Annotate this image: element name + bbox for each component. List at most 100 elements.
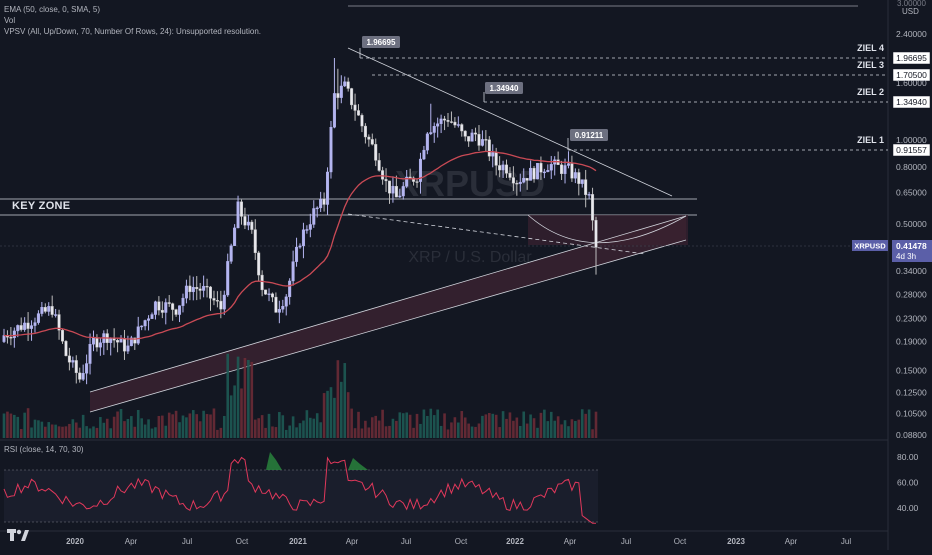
candle-body — [253, 229, 257, 254]
candle-body — [515, 182, 519, 185]
volume-bar — [174, 410, 178, 438]
candle-body — [270, 293, 274, 298]
volume-bar — [543, 409, 546, 438]
volume-bar — [185, 417, 188, 438]
support-dashed-line — [347, 213, 646, 255]
candle-body — [16, 325, 20, 332]
volume-bar — [529, 414, 532, 438]
volume-bar — [195, 414, 199, 438]
candle-body — [64, 340, 68, 357]
volume-bar — [505, 418, 508, 438]
price-tick-label: 0.12500 — [896, 387, 927, 397]
candle-body — [535, 162, 539, 180]
descending-trendline — [347, 47, 673, 197]
candle-body — [418, 158, 422, 182]
vol-legend[interactable]: Vol — [4, 16, 16, 25]
tradingview-logo-icon[interactable] — [6, 527, 30, 543]
volume-bar — [105, 418, 109, 438]
candle-body — [239, 201, 243, 217]
candle-body — [456, 124, 460, 126]
rsi-tick-label: 80.00 — [897, 452, 919, 462]
candle-body — [505, 164, 509, 174]
volume-bar — [99, 417, 102, 438]
key-zone-label: KEY ZONE — [12, 200, 71, 212]
trend-lines — [347, 47, 673, 255]
volume-bar — [419, 423, 422, 438]
candle-body — [250, 221, 254, 230]
time-tick-label: Oct — [455, 537, 468, 546]
candle-body — [291, 261, 295, 282]
candle-body — [133, 337, 137, 344]
volume-bar — [130, 416, 133, 438]
target-price-label: 1.70500 — [896, 70, 927, 80]
candle-body — [353, 104, 357, 111]
price-tick-label: 0.08800 — [896, 430, 927, 440]
candle-body — [518, 181, 522, 184]
rsi-legend[interactable]: RSI (close, 14, 70, 30) — [4, 445, 84, 454]
vpsv-legend[interactable]: VPSV (All, Up/Down, 70, Number Of Rows, … — [4, 27, 261, 36]
price-tick-label: 0.80000 — [896, 162, 927, 172]
candle-body — [429, 132, 433, 135]
volume-bar — [240, 388, 243, 438]
volume-bar — [212, 408, 216, 438]
candle-body — [573, 172, 577, 179]
candle-body — [539, 162, 543, 173]
volume-bar — [250, 361, 254, 438]
volume-bar — [2, 413, 6, 438]
candle-body — [178, 305, 182, 315]
candle-body — [260, 274, 264, 291]
candle-body — [243, 216, 247, 226]
target-price-label: 1.96695 — [896, 53, 927, 63]
candle-body — [98, 342, 102, 348]
volume-bar — [157, 415, 161, 438]
volume-bar — [567, 426, 570, 438]
volume-bar — [498, 427, 501, 438]
candle-body — [370, 139, 374, 145]
volume-bar — [460, 411, 464, 438]
rsi-overbought-fill — [266, 452, 282, 470]
time-tick-label: Oct — [674, 537, 687, 546]
candle-body — [229, 245, 233, 262]
candle-body — [209, 286, 213, 299]
candle-body — [415, 181, 419, 183]
time-tick-label: 2020 — [66, 537, 84, 546]
ema-legend[interactable]: EMA (50, close, 0, SMA, 5) — [4, 5, 101, 14]
time-tick-label: Oct — [236, 537, 249, 546]
ema-50-line — [3, 150, 597, 340]
candle-body — [401, 186, 405, 197]
target-price-box — [892, 143, 931, 157]
volume-bar — [388, 425, 391, 438]
volume-bar — [74, 422, 78, 438]
candle-body — [511, 177, 515, 184]
channel-bottom — [89, 239, 687, 413]
volume-bar — [436, 409, 439, 438]
candle-body — [577, 172, 581, 184]
volume-bar — [312, 418, 316, 438]
candle-body — [591, 194, 595, 221]
volume-bar — [291, 416, 295, 438]
candle-body — [40, 307, 44, 314]
rsi-tick-label: 60.00 — [897, 478, 919, 488]
price-tick-label: 0.23000 — [896, 313, 927, 323]
candle-body — [36, 313, 40, 323]
price-tick-label: 1.00000 — [896, 135, 927, 145]
volume-bar — [398, 412, 402, 438]
candle-body — [236, 201, 240, 229]
callout-text: 0.91211 — [575, 131, 604, 140]
candle-body — [542, 171, 546, 174]
candle-body — [160, 309, 164, 313]
candle-body — [570, 163, 574, 179]
candle-body — [322, 198, 326, 205]
volume-bar — [247, 359, 250, 438]
candle-body — [394, 185, 398, 198]
candle-body — [449, 121, 453, 123]
volume-bar — [391, 418, 395, 438]
candle-body — [19, 325, 23, 330]
candle-body — [205, 285, 209, 288]
volume-bar — [401, 413, 405, 438]
volume-bar — [484, 414, 488, 438]
volume-bar — [284, 429, 288, 438]
candle-body — [233, 227, 237, 246]
